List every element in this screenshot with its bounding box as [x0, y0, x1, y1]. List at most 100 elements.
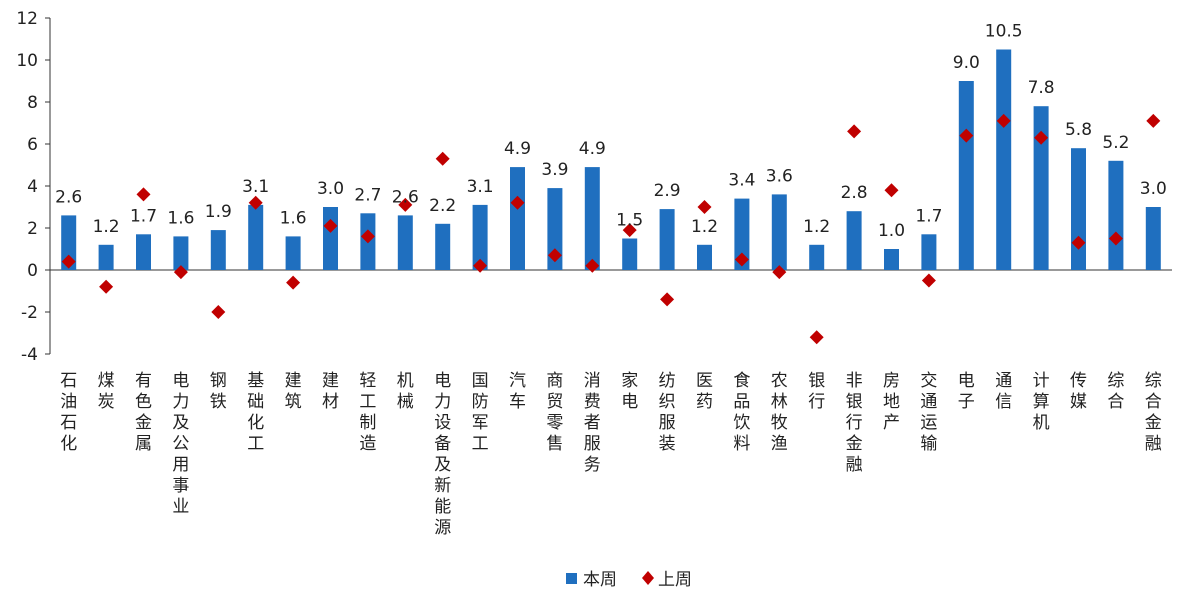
- bar: [1145, 207, 1161, 270]
- x-category-char: 商: [546, 371, 563, 391]
- x-category-label: 银行: [808, 371, 825, 412]
- x-category-char: 纺: [659, 371, 676, 391]
- diamond-marker: [959, 128, 974, 143]
- x-category-char: 能: [434, 497, 451, 517]
- diamond-marker: [360, 229, 375, 244]
- x-category-char: 食: [733, 371, 750, 391]
- x-category-char: 金: [135, 413, 152, 433]
- bar: [809, 244, 825, 270]
- bar-value-label: 9.0: [953, 53, 980, 73]
- bar: [996, 49, 1012, 270]
- bar: [1033, 106, 1049, 270]
- diamond-marker: [510, 195, 525, 210]
- x-category-char: 地: [883, 392, 900, 412]
- diamond-marker: [697, 200, 712, 214]
- x-category-label: 石油石化: [60, 371, 77, 454]
- bar-value-label: 2.8: [841, 183, 868, 203]
- bar: [173, 236, 189, 270]
- x-category-char: 制: [359, 413, 376, 433]
- x-category-char: 建: [322, 371, 339, 391]
- diamond-marker: [136, 187, 151, 202]
- x-category-char: 汽: [509, 371, 526, 391]
- bar-value-label: 1.2: [803, 217, 830, 237]
- x-category-label: 汽车: [509, 371, 526, 412]
- y-tick-label: -2: [21, 303, 38, 323]
- bar-value-label: 1.2: [691, 217, 718, 237]
- x-category-char: 装: [659, 434, 676, 454]
- x-category-char: 输: [920, 434, 937, 454]
- bar-value-label: 1.7: [130, 206, 157, 226]
- x-category-char: 算: [1033, 392, 1050, 412]
- x-category-char: 及: [434, 455, 451, 475]
- x-category-char: 石: [60, 413, 77, 433]
- x-category-char: 织: [659, 392, 676, 412]
- x-category-char: 品: [733, 392, 750, 412]
- x-category-char: 信: [995, 392, 1012, 412]
- x-category-char: 业: [172, 497, 189, 517]
- x-category-char: 电: [621, 392, 638, 412]
- diamond-marker: [622, 223, 637, 238]
- bar: [285, 236, 301, 270]
- x-category-char: 售: [546, 434, 563, 454]
- x-category-char: 者: [584, 413, 601, 433]
- bar-value-label: 1.0: [878, 221, 905, 241]
- bar: [98, 244, 114, 270]
- bar-value-label: 3.1: [242, 177, 269, 197]
- bar: [510, 167, 525, 270]
- x-category-label: 电力及公用事业: [172, 371, 189, 517]
- x-category-char: 务: [584, 455, 601, 475]
- x-category-char: 机: [1033, 413, 1050, 433]
- bar-value-label: 4.9: [504, 139, 531, 159]
- diamond-marker: [1108, 231, 1123, 246]
- x-category-char: 化: [60, 434, 77, 454]
- x-category-char: 车: [509, 392, 526, 412]
- bar: [734, 198, 750, 270]
- bar: [659, 209, 675, 270]
- x-category-label: 商贸零售: [546, 371, 563, 454]
- x-category-char: 化: [247, 413, 264, 433]
- diamond-marker: [1146, 113, 1161, 128]
- x-category-label: 食品饮料: [733, 371, 750, 454]
- bar-value-label: 4.9: [579, 139, 606, 159]
- bar: [472, 204, 488, 270]
- bar: [884, 249, 899, 270]
- x-category-char: 零: [546, 413, 563, 433]
- bars-series-benzhou: [61, 49, 1161, 270]
- x-category-char: 房: [883, 371, 900, 391]
- bar-value-label: 2.6: [55, 187, 82, 207]
- x-category-char: 子: [958, 392, 975, 412]
- diamond-marker: [547, 248, 562, 263]
- x-category-label: 医药: [696, 371, 713, 412]
- x-category-char: 油: [60, 392, 77, 412]
- diamond-marker: [996, 113, 1011, 128]
- x-category-char: 公: [172, 434, 189, 454]
- bar-value-label: 1.5: [616, 211, 643, 231]
- x-category-char: 非: [846, 371, 863, 391]
- x-category-char: 基: [247, 371, 264, 391]
- x-category-label: 机械: [397, 371, 414, 412]
- x-category-char: 合: [1107, 392, 1124, 412]
- diamond-marker: [772, 265, 787, 280]
- x-category-char: 新: [434, 476, 451, 496]
- diamond-marker: [286, 275, 301, 290]
- y-tick-label: 12: [16, 9, 38, 29]
- legend-bar-swatch: [566, 573, 577, 584]
- x-category-char: 电: [172, 371, 189, 391]
- x-category-char: 设: [434, 413, 451, 433]
- x-category-char: 媒: [1070, 392, 1087, 412]
- x-category-char: 电: [434, 371, 451, 391]
- diamond-marker: [435, 151, 450, 166]
- x-category-char: 融: [1145, 434, 1162, 454]
- x-category-char: 金: [846, 434, 863, 454]
- x-category-char: 炭: [98, 392, 115, 412]
- x-category-char: 服: [584, 434, 601, 454]
- x-category-label: 电子: [958, 371, 975, 412]
- bar-value-label: 3.1: [467, 177, 494, 197]
- bar: [771, 194, 787, 270]
- bar: [1071, 148, 1086, 270]
- diamond-marker: [847, 124, 862, 139]
- x-category-char: 行: [808, 392, 825, 412]
- bar-value-label: 5.2: [1102, 133, 1129, 153]
- x-category-char: 工: [359, 392, 376, 412]
- x-category-char: 工: [247, 434, 264, 454]
